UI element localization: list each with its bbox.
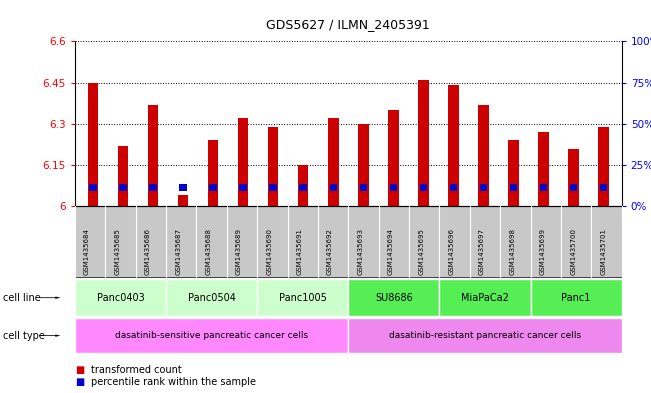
Text: GSM1435695: GSM1435695 [418,228,424,275]
Bar [88,83,98,206]
Bar [179,184,187,191]
Bar [570,184,577,191]
Bar [358,124,368,206]
Bar [359,184,367,191]
Text: GSM1435691: GSM1435691 [297,228,303,275]
Text: percentile rank within the sample: percentile rank within the sample [91,377,256,387]
Bar [540,184,547,191]
Text: GDS5627 / ILMN_2405391: GDS5627 / ILMN_2405391 [266,18,430,31]
Text: SU8686: SU8686 [375,293,413,303]
Bar [388,110,398,206]
Bar [328,118,339,206]
Bar [118,146,128,206]
Bar [178,195,188,206]
Text: Panc0504: Panc0504 [187,293,236,303]
Bar [298,165,309,206]
Text: cell type: cell type [3,331,45,341]
Bar [448,85,459,206]
Text: GSM1435686: GSM1435686 [145,228,151,275]
Bar [240,184,247,191]
Text: GSM1435701: GSM1435701 [600,228,607,275]
Bar [389,184,397,191]
Bar [510,184,518,191]
Bar [149,184,157,191]
Bar [268,127,279,206]
Bar [538,132,549,206]
Bar [119,184,127,191]
Bar [600,184,607,191]
Bar [208,140,218,206]
Text: GSM1435692: GSM1435692 [327,228,333,275]
Text: GSM1435684: GSM1435684 [84,228,90,275]
Bar [329,184,337,191]
Bar [89,184,96,191]
Text: GSM1435698: GSM1435698 [509,228,516,275]
Text: GSM1435694: GSM1435694 [388,228,394,275]
Bar [478,105,489,206]
Bar [480,184,487,191]
Bar [568,149,579,206]
Text: GSM1435699: GSM1435699 [540,228,546,275]
Text: MiaPaCa2: MiaPaCa2 [461,293,509,303]
Bar [420,184,427,191]
Text: Panc1005: Panc1005 [279,293,327,303]
Bar [270,184,277,191]
Text: GSM1435690: GSM1435690 [266,228,272,275]
Text: GSM1435685: GSM1435685 [115,228,120,275]
Bar [508,140,519,206]
Text: GSM1435700: GSM1435700 [570,228,576,275]
Text: dasatinib-resistant pancreatic cancer cells: dasatinib-resistant pancreatic cancer ce… [389,331,581,340]
Text: Panc0403: Panc0403 [96,293,145,303]
Text: ■: ■ [75,365,84,375]
Text: GSM1435693: GSM1435693 [357,228,363,275]
Text: GSM1435687: GSM1435687 [175,228,181,275]
Text: transformed count: transformed count [91,365,182,375]
Bar [210,184,217,191]
Text: ■: ■ [75,377,84,387]
Bar [450,184,457,191]
Text: GSM1435688: GSM1435688 [206,228,212,275]
Bar [418,80,428,206]
Bar [299,184,307,191]
Text: GSM1435697: GSM1435697 [479,228,485,275]
Bar [148,105,158,206]
Text: dasatinib-sensitive pancreatic cancer cells: dasatinib-sensitive pancreatic cancer ce… [115,331,308,340]
Bar [238,118,249,206]
Text: cell line: cell line [3,293,41,303]
Bar [598,127,609,206]
Text: GSM1435689: GSM1435689 [236,228,242,275]
Text: Panc1: Panc1 [561,293,591,303]
Text: GSM1435696: GSM1435696 [449,228,454,275]
